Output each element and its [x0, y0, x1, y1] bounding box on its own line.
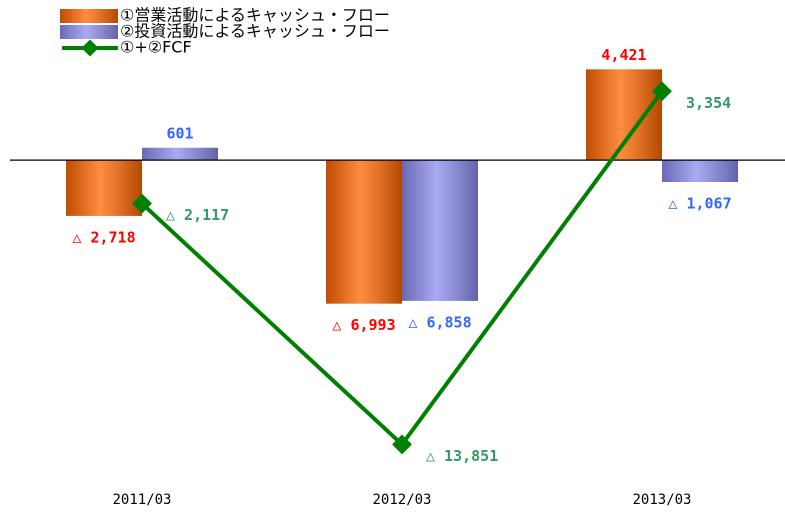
- bar-shade: [142, 147, 218, 161]
- x-tick-label: 2013/03: [632, 492, 691, 508]
- data-label: 3,354: [686, 94, 731, 112]
- data-label: △ 2,117: [166, 206, 229, 224]
- bar-shade: [662, 160, 738, 183]
- legend-swatch-shade: [60, 25, 118, 39]
- legend-label: ②投資活動によるキャッシュ・フロー: [120, 22, 390, 41]
- data-label: 4,421: [601, 46, 646, 64]
- bar-shade: [586, 69, 662, 161]
- data-label: △ 6,993: [332, 316, 395, 334]
- bar-shade: [402, 160, 478, 301]
- data-label: △ 13,851: [426, 447, 498, 465]
- data-label: △ 2,718: [72, 228, 135, 246]
- data-label: △ 6,858: [408, 313, 471, 331]
- bar-shade: [326, 160, 402, 304]
- legend-swatch-shade: [60, 9, 118, 23]
- legend-label: ①+②FCF: [120, 38, 192, 57]
- line-marker: [132, 193, 152, 214]
- data-label: △ 1,067: [668, 195, 731, 213]
- x-tick-label: 2011/03: [112, 492, 171, 508]
- bar-shade: [66, 160, 142, 216]
- data-label: 601: [166, 124, 193, 142]
- legend-marker: [81, 39, 99, 57]
- line-marker: [392, 434, 412, 455]
- x-tick-label: 2012/03: [372, 492, 431, 508]
- legend-label: ①営業活動によるキャッシュ・フロー: [120, 6, 390, 25]
